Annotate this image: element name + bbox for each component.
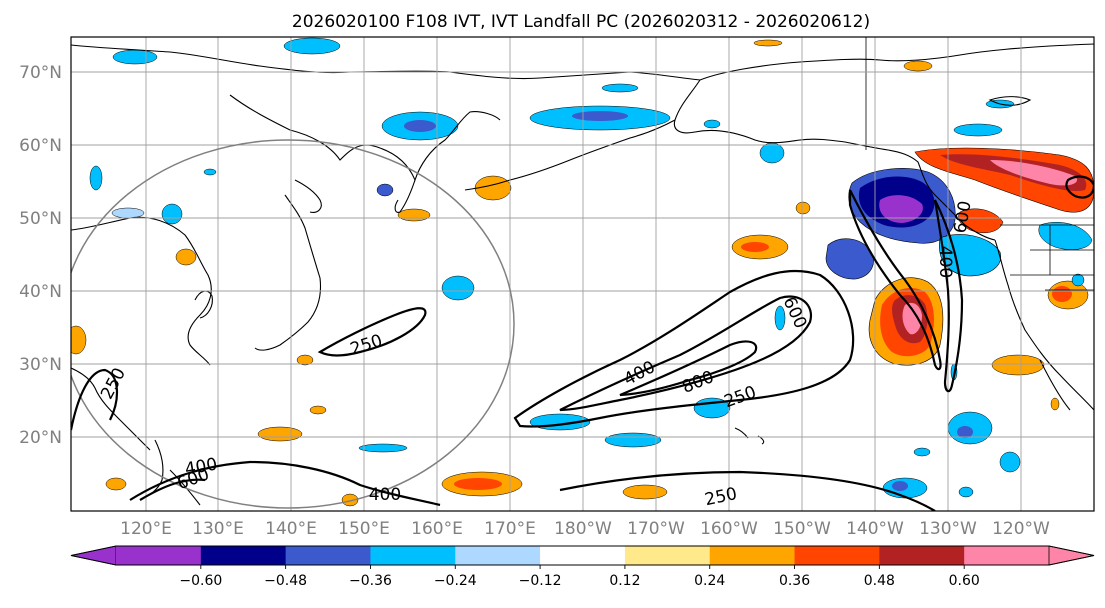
colorbar-tick-label: 0.12 <box>609 573 640 589</box>
pc-anomaly-fills <box>71 37 1094 507</box>
colorbar-tick-label: −0.60 <box>179 573 222 589</box>
contour-labels: 250 250 250 250 400 400 400 600 800 600 … <box>97 199 976 510</box>
colorbar-segment <box>116 546 202 565</box>
figure-title: 2026020100 F108 IVT, IVT Landfall PC (20… <box>292 12 870 32</box>
colorbar-extend-low <box>70 545 117 566</box>
lon-label: 120°W <box>992 519 1050 539</box>
lon-label: 180°W <box>554 519 612 539</box>
political-borders <box>865 37 1094 291</box>
negative-peak-gulf-alaska <box>879 195 923 223</box>
colorbar-tick-label: −0.48 <box>264 573 307 589</box>
colorbar-segment <box>540 546 626 565</box>
map-frame <box>70 36 1095 512</box>
negative-anomaly-pnw <box>939 234 1001 277</box>
lon-label: 170°W <box>627 519 685 539</box>
colorbar-tick-label: −0.24 <box>434 573 477 589</box>
colorbar-tick-label: 0.60 <box>949 573 980 589</box>
gridlines <box>71 37 1094 511</box>
colorbar-segment <box>455 546 541 565</box>
contour-label: 400 <box>369 485 401 505</box>
colorbar-segment <box>624 546 711 565</box>
negative-anomaly-west-coast <box>825 238 874 280</box>
lon-label: 150°E <box>338 519 390 539</box>
colorbar-tick-label: −0.36 <box>349 573 392 589</box>
lat-label: 30°N <box>19 355 62 375</box>
lon-label: 150°W <box>773 519 831 539</box>
lon-label: 160°E <box>411 519 463 539</box>
coastlines <box>71 43 1094 506</box>
colorbar-segment <box>200 546 287 565</box>
lat-label: 50°N <box>19 209 62 229</box>
colorbar-tick-label: 0.48 <box>864 573 895 589</box>
contour-label: 400 <box>935 246 955 278</box>
colorbar-tick-label: −0.12 <box>519 573 562 589</box>
colorbar-outline <box>70 545 1095 566</box>
longitude-labels: 120°E 130°E 140°E 150°E 160°E 170°E 180°… <box>120 519 1050 539</box>
colorbar: −0.60 −0.48 −0.36 −0.24 −0.12 0.12 0.24 0.36 0.4… <box>70 545 1095 589</box>
colorbar-segment <box>709 546 796 565</box>
colorbar-tick-label: 0.24 <box>694 573 725 589</box>
lon-label: 160°W <box>700 519 758 539</box>
ivt-contours <box>71 175 1094 511</box>
colorbar-segment <box>370 546 456 565</box>
lat-label: 70°N <box>19 63 62 83</box>
lon-label: 130°E <box>192 519 244 539</box>
colorbar-segment <box>964 546 1050 565</box>
latitude-labels: 70°N 60°N 50°N 40°N 30°N 20°N <box>19 63 62 448</box>
colorbar-tick-label: 0.36 <box>779 573 810 589</box>
colorbar-segment <box>285 546 371 565</box>
lat-label: 20°N <box>19 428 62 448</box>
lon-label: 140°E <box>265 519 317 539</box>
lat-label: 40°N <box>19 282 62 302</box>
lon-label: 170°E <box>484 519 536 539</box>
colorbar-segment <box>879 546 965 565</box>
range-circle <box>71 139 515 509</box>
colorbar-extend-high <box>1048 545 1095 566</box>
lon-label: 130°W <box>919 519 977 539</box>
lat-label: 60°N <box>19 136 62 156</box>
colorbar-segment <box>794 546 880 565</box>
lon-label: 120°E <box>120 519 172 539</box>
lon-label: 140°W <box>846 519 904 539</box>
